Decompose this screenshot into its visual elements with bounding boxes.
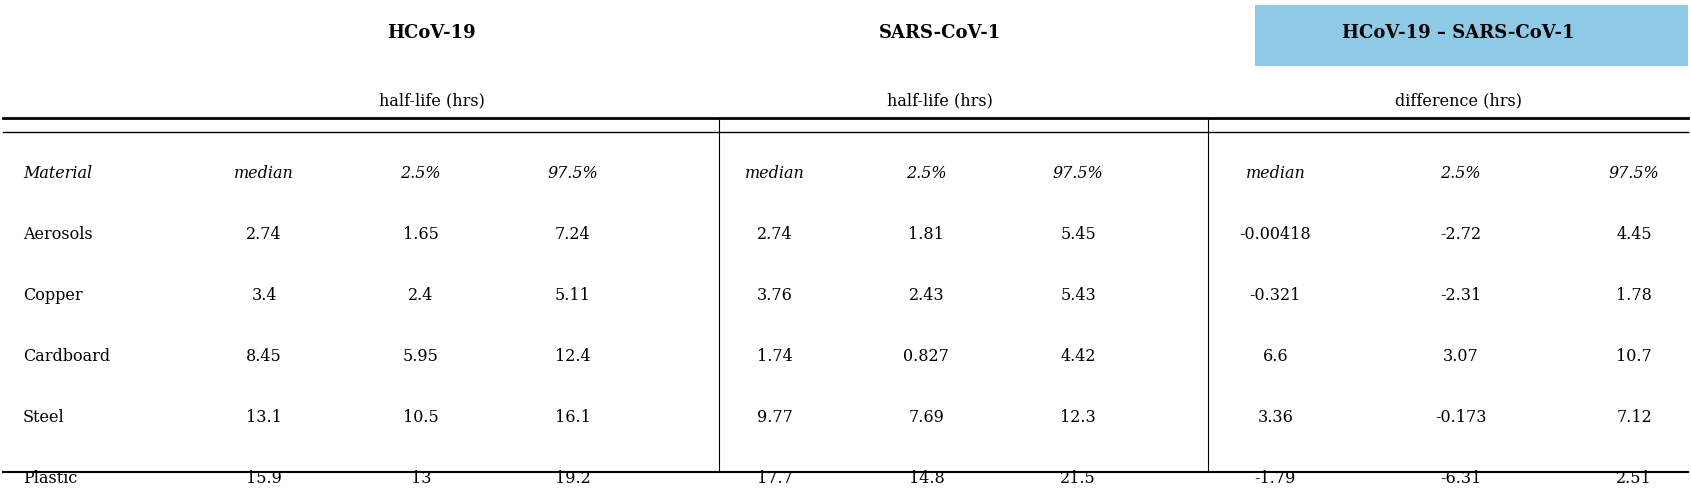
Text: 1.78: 1.78 — [1617, 287, 1652, 304]
Text: -2.72: -2.72 — [1441, 226, 1481, 243]
Text: 13.1: 13.1 — [247, 409, 282, 426]
Text: Aerosols: Aerosols — [24, 226, 93, 243]
Text: -0.173: -0.173 — [1436, 409, 1486, 426]
Text: 0.827: 0.827 — [903, 348, 949, 365]
Text: 1.65: 1.65 — [402, 226, 438, 243]
Text: 16.1: 16.1 — [555, 409, 590, 426]
Text: -1.79: -1.79 — [1255, 470, 1295, 487]
Text: 3.36: 3.36 — [1258, 409, 1294, 426]
Text: 17.7: 17.7 — [758, 470, 793, 487]
Text: 8.45: 8.45 — [247, 348, 282, 365]
Text: SARS-CoV-1: SARS-CoV-1 — [879, 24, 1001, 42]
Text: 3.4: 3.4 — [252, 287, 277, 304]
Text: 97.5%: 97.5% — [1608, 165, 1659, 182]
Text: median: median — [233, 165, 294, 182]
Text: 5.11: 5.11 — [555, 287, 590, 304]
Text: 4.45: 4.45 — [1617, 226, 1652, 243]
Text: Copper: Copper — [24, 287, 83, 304]
Text: 2.5%: 2.5% — [401, 165, 441, 182]
Text: 9.77: 9.77 — [758, 409, 793, 426]
Text: 12.4: 12.4 — [555, 348, 590, 365]
Text: median: median — [1245, 165, 1305, 182]
Text: 5.45: 5.45 — [1060, 226, 1096, 243]
FancyBboxPatch shape — [1255, 5, 1688, 66]
Text: 2.74: 2.74 — [247, 226, 282, 243]
Text: 6.6: 6.6 — [1263, 348, 1289, 365]
Text: -0.00418: -0.00418 — [1240, 226, 1311, 243]
Text: Plastic: Plastic — [24, 470, 78, 487]
Text: 7.12: 7.12 — [1617, 409, 1652, 426]
Text: 15.9: 15.9 — [247, 470, 282, 487]
Text: 12.3: 12.3 — [1060, 409, 1096, 426]
Text: 21.5: 21.5 — [1060, 470, 1096, 487]
Text: -6.31: -6.31 — [1441, 470, 1481, 487]
Text: 5.95: 5.95 — [402, 348, 438, 365]
Text: half-life (hrs): half-life (hrs) — [379, 92, 485, 109]
Text: -0.321: -0.321 — [1250, 287, 1300, 304]
Text: 97.5%: 97.5% — [548, 165, 599, 182]
Text: 3.76: 3.76 — [758, 287, 793, 304]
Text: 7.24: 7.24 — [555, 226, 590, 243]
Text: 10.7: 10.7 — [1617, 348, 1652, 365]
Text: 2.43: 2.43 — [908, 287, 944, 304]
Text: 13: 13 — [411, 470, 431, 487]
Text: 14.8: 14.8 — [908, 470, 944, 487]
Text: Cardboard: Cardboard — [24, 348, 110, 365]
Text: 3.07: 3.07 — [1442, 348, 1478, 365]
Text: 2.4: 2.4 — [408, 287, 433, 304]
Text: 2.5%: 2.5% — [906, 165, 947, 182]
Text: 2.5%: 2.5% — [1441, 165, 1481, 182]
Text: 10.5: 10.5 — [402, 409, 438, 426]
Text: 97.5%: 97.5% — [1053, 165, 1104, 182]
Text: 1.81: 1.81 — [908, 226, 944, 243]
Text: half-life (hrs): half-life (hrs) — [888, 92, 993, 109]
Text: HCoV-19 – SARS-CoV-1: HCoV-19 – SARS-CoV-1 — [1343, 24, 1574, 42]
Text: 1.74: 1.74 — [758, 348, 793, 365]
Text: Material: Material — [24, 165, 91, 182]
Text: HCoV-19: HCoV-19 — [387, 24, 477, 42]
Text: 19.2: 19.2 — [555, 470, 590, 487]
Text: 2.51: 2.51 — [1617, 470, 1652, 487]
Text: Steel: Steel — [24, 409, 64, 426]
Text: 7.69: 7.69 — [908, 409, 944, 426]
Text: 4.42: 4.42 — [1060, 348, 1096, 365]
Text: -2.31: -2.31 — [1441, 287, 1481, 304]
Text: 2.74: 2.74 — [758, 226, 793, 243]
Text: median: median — [744, 165, 805, 182]
Text: 5.43: 5.43 — [1060, 287, 1096, 304]
Text: difference (hrs): difference (hrs) — [1395, 92, 1522, 109]
